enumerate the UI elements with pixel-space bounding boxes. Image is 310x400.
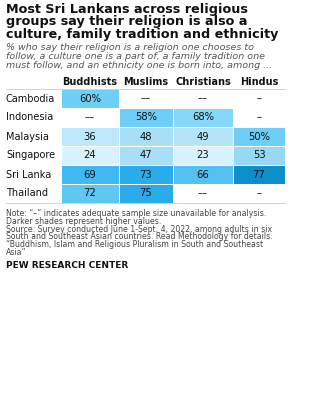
- Text: 36: 36: [84, 132, 96, 142]
- Text: 75: 75: [140, 188, 153, 198]
- Bar: [174, 108, 232, 126]
- Bar: [119, 146, 172, 164]
- Text: 58%: 58%: [135, 112, 157, 122]
- Text: –: –: [256, 94, 262, 104]
- Text: 23: 23: [197, 150, 209, 160]
- Bar: [61, 128, 118, 146]
- Text: Muslims: Muslims: [123, 77, 169, 87]
- Text: –: –: [256, 188, 262, 198]
- Text: 77: 77: [253, 170, 265, 180]
- Text: ––: ––: [198, 94, 208, 104]
- Text: 60%: 60%: [79, 94, 101, 104]
- Text: Note: “–” indicates adequate sample size unavailable for analysis.: Note: “–” indicates adequate sample size…: [6, 209, 266, 218]
- Bar: [61, 184, 118, 202]
- Text: Singapore: Singapore: [6, 150, 55, 160]
- Text: Thailand: Thailand: [6, 188, 48, 198]
- Text: 50%: 50%: [248, 132, 270, 142]
- Text: 68%: 68%: [192, 112, 214, 122]
- Text: Malaysia: Malaysia: [6, 132, 49, 142]
- Bar: [61, 166, 118, 184]
- Text: 69: 69: [84, 170, 96, 180]
- Bar: [174, 146, 232, 164]
- Text: Buddhists: Buddhists: [63, 77, 117, 87]
- Text: 72: 72: [84, 188, 96, 198]
- Text: PEW RESEARCH CENTER: PEW RESEARCH CENTER: [6, 261, 128, 270]
- Text: South and Southeast Asian countries. Read Methodology for details.: South and Southeast Asian countries. Rea…: [6, 232, 273, 241]
- Text: 49: 49: [197, 132, 209, 142]
- Text: groups say their religion is also a: groups say their religion is also a: [6, 16, 247, 28]
- Bar: [61, 90, 118, 108]
- Bar: [119, 128, 172, 146]
- Text: 47: 47: [140, 150, 152, 160]
- Text: ––: ––: [85, 112, 95, 122]
- Text: “Buddhism, Islam and Religious Pluralism in South and Southeast: “Buddhism, Islam and Religious Pluralism…: [6, 240, 263, 249]
- Text: ––: ––: [141, 94, 151, 104]
- Bar: [233, 128, 285, 146]
- Bar: [174, 166, 232, 184]
- Text: 53: 53: [253, 150, 265, 160]
- Text: must follow, ​and​ an ethnicity one is born into, among ...: must follow, ​and​ an ethnicity one is b…: [6, 62, 272, 70]
- Text: Sri Lanka: Sri Lanka: [6, 170, 51, 180]
- Text: follow, a culture one is a part of, a family tradition one: follow, a culture one is a part of, a fa…: [6, 52, 265, 61]
- Text: Christians: Christians: [175, 77, 231, 87]
- Bar: [174, 128, 232, 146]
- Text: Most Sri Lankans across religious: Most Sri Lankans across religious: [6, 3, 248, 16]
- Bar: [119, 108, 172, 126]
- Text: Asia”: Asia”: [6, 248, 27, 257]
- Bar: [233, 146, 285, 164]
- Text: Hindus: Hindus: [240, 77, 278, 87]
- Text: Indonesia: Indonesia: [6, 112, 53, 122]
- Bar: [233, 166, 285, 184]
- Text: Darker shades represent higher values.: Darker shades represent higher values.: [6, 217, 162, 226]
- Text: Cambodia: Cambodia: [6, 94, 55, 104]
- Text: Source: Survey conducted June 1-Sept. 4, 2022, among adults in six: Source: Survey conducted June 1-Sept. 4,…: [6, 225, 272, 234]
- Bar: [61, 146, 118, 164]
- Text: ––: ––: [198, 188, 208, 198]
- Bar: [119, 184, 172, 202]
- Text: –: –: [256, 112, 262, 122]
- Text: 48: 48: [140, 132, 152, 142]
- Text: 24: 24: [84, 150, 96, 160]
- Text: 73: 73: [140, 170, 152, 180]
- Bar: [119, 166, 172, 184]
- Text: culture, family tradition and ethnicity: culture, family tradition and ethnicity: [6, 28, 278, 41]
- Text: 66: 66: [197, 170, 209, 180]
- Text: % who say their religion is a religion one chooses to: % who say their religion is a religion o…: [6, 42, 254, 52]
